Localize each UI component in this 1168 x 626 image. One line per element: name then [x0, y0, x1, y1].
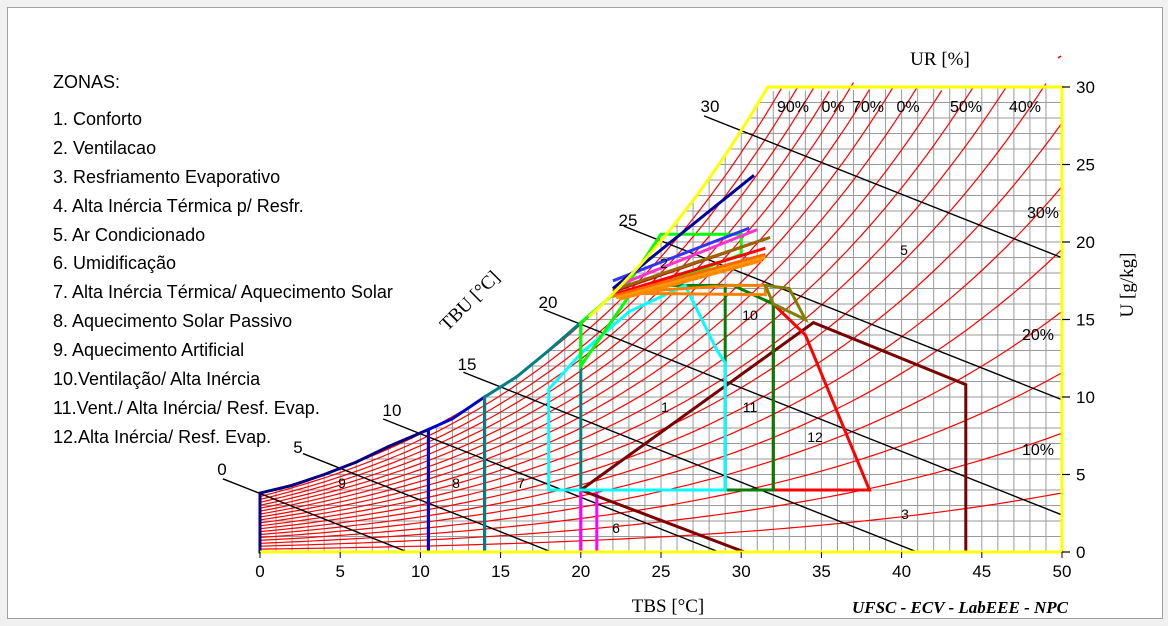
rh-label: 50% — [950, 99, 982, 116]
climate-line — [612, 235, 771, 292]
x-tick-label: 40 — [892, 562, 911, 581]
rh-axis-title: UR [%] — [910, 49, 970, 70]
wetbulb-label: 20 — [539, 293, 558, 312]
y-tick-label: 10 — [1076, 388, 1095, 407]
rh-curve — [259, 88, 782, 498]
x-tick-label: 10 — [411, 562, 430, 581]
rh-curve — [259, 86, 895, 515]
climate-line — [618, 259, 763, 301]
wetbulb-line — [703, 115, 1063, 259]
rh-curve — [259, 87, 798, 500]
wetbulb-line — [463, 371, 918, 553]
chart-panel: ZONAS: 1. Conforto 2. Ventilacao 3. Resf… — [7, 7, 1163, 619]
wetbulb-label: 10 — [383, 401, 402, 420]
zone-number-label: 1 — [661, 399, 669, 415]
zone-number-label: 2 — [660, 255, 668, 271]
legend-item-5: 5. Ar Condicionado — [53, 224, 206, 245]
zone-number-label: 10 — [742, 307, 758, 323]
y-axis-title: U [g/kg] — [1117, 253, 1138, 318]
zone-1-comfort — [547, 283, 727, 492]
credit-text: UFSC - ECV - LabEEE - NPC — [852, 598, 1069, 617]
legend-item-3: 3. Resfriamento Evaporativo — [53, 166, 281, 187]
wetbulb-line — [382, 418, 720, 553]
zone-legend: ZONAS: 1. Conforto 2. Ventilacao 3. Resf… — [53, 72, 393, 452]
climate-line — [612, 246, 766, 297]
y-tick-label: 25 — [1076, 156, 1095, 175]
zone-number-label: 6 — [612, 520, 620, 536]
x-tick-label: 5 — [335, 562, 344, 581]
wetbulb-label: 0 — [217, 460, 226, 479]
y-tick-label: 15 — [1076, 311, 1095, 330]
legend-item-8: 8. Aquecimento Solar Passivo — [53, 311, 293, 332]
y-tick-label: 30 — [1076, 78, 1095, 97]
x-tick-label: 45 — [972, 562, 991, 581]
rh-label: 70% — [852, 99, 884, 116]
x-tick-label: 25 — [652, 562, 671, 581]
red-tick-mark — [1057, 55, 1062, 59]
zone-number-label: 12 — [807, 429, 823, 445]
rh-curve — [259, 86, 919, 518]
rh-label: 0% — [821, 99, 844, 116]
rh-label: 0% — [896, 99, 919, 116]
rh-curve — [259, 82, 855, 509]
zone-number-label: 9 — [338, 475, 346, 491]
zone-4-inertia-cooling — [762, 283, 809, 323]
legend-item-6: 6. Umidificação — [53, 253, 177, 274]
rh-curve — [259, 88, 814, 503]
x-tick-label: 50 — [1053, 562, 1072, 581]
wetbulb-label: 15 — [458, 355, 477, 374]
zone-number-label: 8 — [452, 475, 460, 491]
rh-curve — [259, 87, 1007, 527]
x-tick-label: 0 — [255, 562, 264, 581]
legend-item-12: 12.Alta Inércia/ Resf. Evap. — [53, 426, 272, 447]
zone-number-label: 5 — [900, 242, 908, 258]
legend-title: ZONAS: — [53, 72, 121, 92]
x-axis-title: TBS [°C] — [632, 596, 705, 617]
rh-curve — [259, 372, 1063, 544]
x-tick-label: 20 — [571, 562, 590, 581]
rh-curve — [259, 248, 1063, 538]
legend-item-7: 7. Alta Inércia Térmica/ Aquecimento Sol… — [53, 282, 393, 303]
wetbulb-line — [543, 308, 1063, 516]
legend-item-4: 4. Alta Inércia Térmica p/ Resfr. — [53, 195, 304, 216]
chart-boundary — [587, 85, 1064, 552]
rh-curve — [259, 186, 1063, 536]
wetbulb-line — [222, 478, 408, 553]
zone-number-label: 3 — [901, 506, 909, 522]
y-tick-label: 5 — [1076, 466, 1085, 485]
rh-curve — [259, 85, 975, 524]
rh-label: 10% — [1022, 442, 1054, 459]
legend-item-1: 1. Conforto — [53, 109, 143, 129]
climate-line — [612, 252, 766, 298]
climate-line — [617, 228, 758, 287]
wetbulb-label: 30 — [701, 97, 720, 116]
rh-curve — [259, 122, 1063, 533]
rh-label: 20% — [1022, 327, 1054, 344]
rh-curve — [259, 89, 871, 512]
rh-label: 30% — [1027, 205, 1059, 222]
zone-number-label: 11 — [743, 399, 758, 415]
wetbulb-label: 5 — [293, 438, 302, 457]
legend-item-2: 2. Ventilacao — [53, 137, 157, 158]
legend-item-10: 10.Ventilação/ Alta Inércia — [53, 369, 261, 390]
legend-item-9: 9. Aquecimento Artificial — [53, 340, 245, 361]
rh-curve — [259, 83, 1047, 530]
x-tick-label: 15 — [491, 562, 510, 581]
wetbulb-label: 25 — [619, 211, 638, 230]
x-tick-label: 35 — [812, 562, 831, 581]
climate-line — [615, 256, 766, 300]
rh-label: 90% — [777, 99, 809, 116]
y-tick-label: 20 — [1076, 233, 1095, 252]
x-tick-label: 30 — [732, 562, 751, 581]
legend-item-11: 11.Vent./ Alta Inércia/ Resf. Evap. — [53, 397, 320, 418]
wetbulb-axis-title: TBU [°C] — [436, 267, 504, 335]
zone-number-label: 7 — [517, 475, 525, 491]
rh-label: 40% — [1009, 99, 1041, 116]
rh-curve — [259, 90, 830, 506]
y-tick-label: 0 — [1076, 543, 1085, 562]
rh-curve — [259, 90, 943, 521]
